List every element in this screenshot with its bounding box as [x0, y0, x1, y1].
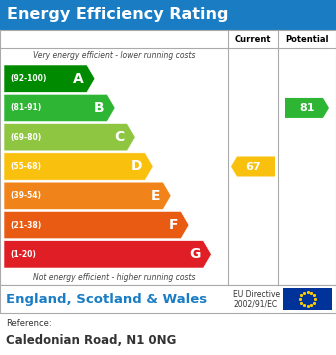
Text: (1-20): (1-20)	[10, 250, 36, 259]
Text: A: A	[73, 72, 84, 86]
Text: G: G	[189, 247, 200, 261]
Text: Caledonian Road, N1 0NG: Caledonian Road, N1 0NG	[6, 334, 176, 348]
Polygon shape	[4, 124, 135, 151]
Bar	[0, 0, 336, 30]
Polygon shape	[4, 182, 171, 209]
Text: (92-100): (92-100)	[10, 74, 46, 83]
Text: (21-38): (21-38)	[10, 220, 41, 230]
Text: (69-80): (69-80)	[10, 133, 41, 142]
Polygon shape	[4, 241, 211, 268]
Text: England, Scotland & Wales: England, Scotland & Wales	[6, 293, 207, 306]
Bar	[0, 30, 336, 285]
Text: Not energy efficient - higher running costs: Not energy efficient - higher running co…	[33, 273, 195, 282]
Text: Current: Current	[235, 34, 271, 44]
Text: 81: 81	[299, 103, 315, 113]
Polygon shape	[4, 212, 189, 239]
Polygon shape	[285, 98, 329, 118]
Text: (39-54): (39-54)	[10, 191, 41, 200]
Text: Energy Efficiency Rating: Energy Efficiency Rating	[7, 7, 228, 22]
Text: 2002/91/EC: 2002/91/EC	[233, 300, 277, 308]
Text: Potential: Potential	[285, 34, 329, 44]
Text: D: D	[131, 159, 142, 174]
Text: (81-91): (81-91)	[10, 103, 41, 113]
Polygon shape	[4, 94, 115, 121]
Bar	[0, 285, 336, 313]
Polygon shape	[4, 65, 95, 92]
Text: (55-68): (55-68)	[10, 162, 41, 171]
Bar	[0, 285, 336, 313]
Text: E: E	[151, 189, 160, 203]
Text: B: B	[93, 101, 104, 115]
Polygon shape	[4, 153, 153, 180]
Text: 67: 67	[245, 162, 261, 171]
Text: F: F	[168, 218, 178, 232]
Text: Reference:: Reference:	[6, 318, 52, 328]
Bar	[283, 288, 332, 310]
Text: C: C	[114, 130, 124, 144]
Polygon shape	[231, 157, 275, 176]
Text: Very energy efficient - lower running costs: Very energy efficient - lower running co…	[33, 51, 195, 60]
Text: EU Directive: EU Directive	[233, 290, 280, 299]
